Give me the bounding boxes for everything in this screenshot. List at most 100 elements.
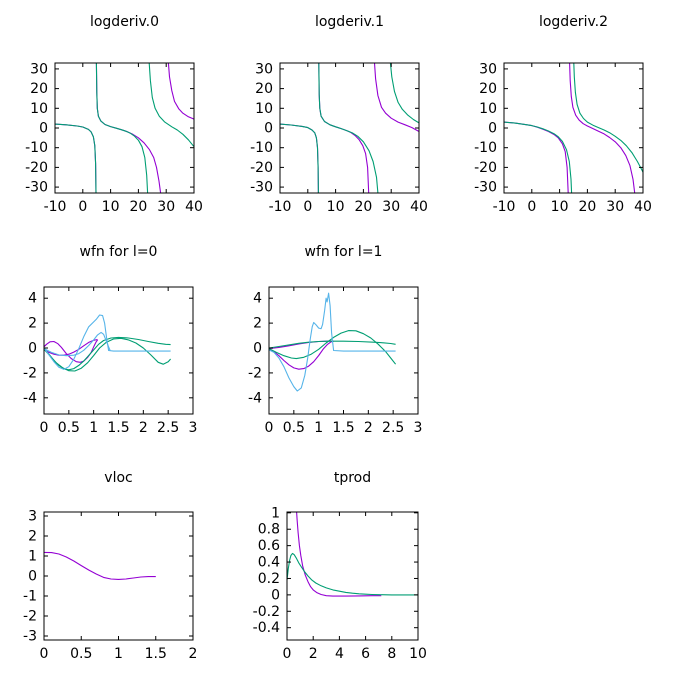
x-tick-label: 2 bbox=[189, 646, 198, 662]
curve-purple-curve bbox=[569, 63, 636, 193]
x-tick-label: 1 bbox=[89, 420, 98, 436]
x-tick-label: 0 bbox=[303, 199, 312, 215]
curve-teal-curve bbox=[55, 123, 97, 193]
y-tick-label: 2 bbox=[253, 316, 262, 332]
y-tick-label: 10 bbox=[255, 101, 273, 117]
plot-title: tprod bbox=[334, 470, 371, 486]
curve-teal-curve bbox=[95, 63, 149, 193]
curve-purple-curve bbox=[55, 123, 97, 193]
y-tick-label: 0.8 bbox=[258, 522, 280, 538]
x-tick-label: 1 bbox=[314, 420, 323, 436]
y-tick-label: -4 bbox=[248, 390, 262, 406]
y-tick-label: -30 bbox=[474, 180, 497, 196]
x-tick-label: 40 bbox=[634, 199, 652, 215]
y-tick-label: -10 bbox=[250, 140, 273, 156]
y-tick-label: 2 bbox=[28, 316, 37, 332]
y-tick-label: 20 bbox=[479, 81, 497, 97]
x-tick-label: 2 bbox=[364, 420, 373, 436]
x-tick-label: 30 bbox=[157, 199, 175, 215]
x-tick-label: 30 bbox=[606, 199, 624, 215]
y-tick-label: -2 bbox=[248, 365, 262, 381]
y-tick-label: 0 bbox=[28, 341, 37, 357]
curve-purple-ae bbox=[269, 340, 334, 370]
y-tick-label: 4 bbox=[28, 291, 37, 307]
x-tick-label: 0.5 bbox=[58, 420, 80, 436]
curve-teal-curve bbox=[389, 63, 419, 124]
x-tick-label: 10 bbox=[551, 199, 569, 215]
y-tick-label: -20 bbox=[25, 160, 48, 176]
y-tick-label: 1 bbox=[28, 549, 37, 565]
x-tick-label: 2.5 bbox=[382, 420, 404, 436]
y-tick-label: -2 bbox=[23, 609, 37, 625]
y-tick-label: 20 bbox=[30, 81, 48, 97]
plot-box bbox=[503, 62, 644, 194]
x-tick-label: 8 bbox=[387, 646, 396, 662]
y-tick-label: -4 bbox=[23, 390, 37, 406]
x-tick-label: 0 bbox=[40, 420, 49, 436]
x-tick-label: 0 bbox=[265, 420, 274, 436]
curve-skyblue-1 bbox=[44, 314, 171, 370]
x-tick-label: 1.5 bbox=[332, 420, 354, 436]
x-tick-label: 30 bbox=[382, 199, 400, 215]
curve-teal-1 bbox=[269, 330, 397, 365]
y-tick-label: 2 bbox=[28, 529, 37, 545]
x-tick-label: 20 bbox=[129, 199, 147, 215]
x-tick-label: -10 bbox=[493, 199, 516, 215]
y-tick-label: 0 bbox=[253, 341, 262, 357]
y-tick-label: 30 bbox=[479, 61, 497, 77]
y-tick-label: 10 bbox=[30, 101, 48, 117]
curve-teal-tprod bbox=[287, 552, 418, 596]
x-tick-label: 1 bbox=[114, 646, 123, 662]
y-tick-label: -1 bbox=[23, 589, 37, 605]
y-tick-label: 4 bbox=[253, 291, 262, 307]
y-tick-label: -30 bbox=[250, 180, 273, 196]
curve-purple-curve bbox=[167, 63, 194, 120]
plot-title: logderiv.1 bbox=[315, 14, 384, 30]
x-tick-label: 0.5 bbox=[283, 420, 305, 436]
curve-teal-2 bbox=[269, 340, 396, 349]
curve-teal-curve bbox=[318, 63, 379, 193]
plot-box bbox=[286, 511, 419, 641]
curve-purple-curve bbox=[318, 63, 370, 193]
curve-skyblue-2 bbox=[44, 331, 111, 357]
x-tick-label: 0 bbox=[40, 646, 49, 662]
x-tick-label: 2.5 bbox=[157, 420, 179, 436]
plot-title: wfn for l=0 bbox=[80, 244, 158, 260]
curve-skyblue-1 bbox=[269, 292, 396, 392]
x-tick-label: -10 bbox=[44, 199, 67, 215]
curve-purple-curve bbox=[373, 63, 419, 132]
plot-title: wfn for l=1 bbox=[305, 244, 383, 260]
x-tick-label: 10 bbox=[102, 199, 120, 215]
y-tick-label: -10 bbox=[25, 140, 48, 156]
y-tick-label: 0 bbox=[39, 121, 48, 137]
x-tick-label: 40 bbox=[410, 199, 428, 215]
x-tick-label: 4 bbox=[335, 646, 344, 662]
x-tick-label: 0 bbox=[78, 199, 87, 215]
y-tick-label: 0 bbox=[264, 121, 273, 137]
plot-box bbox=[43, 511, 194, 641]
plot-box bbox=[268, 286, 419, 415]
y-tick-label: -0.2 bbox=[253, 604, 280, 620]
y-tick-label: 0.4 bbox=[258, 555, 280, 571]
y-tick-label: 1 bbox=[271, 505, 280, 521]
x-tick-label: 20 bbox=[354, 199, 372, 215]
x-tick-label: 3 bbox=[414, 420, 423, 436]
x-tick-label: 40 bbox=[185, 199, 203, 215]
curve-purple-vloc bbox=[44, 551, 156, 580]
y-tick-label: 20 bbox=[255, 81, 273, 97]
y-tick-label: 0 bbox=[271, 587, 280, 603]
x-tick-label: 10 bbox=[327, 199, 345, 215]
y-tick-label: 30 bbox=[30, 61, 48, 77]
y-tick-label: -10 bbox=[474, 140, 497, 156]
y-tick-label: 10 bbox=[479, 101, 497, 117]
y-tick-label: -0.4 bbox=[253, 620, 280, 636]
curve-purple-curve bbox=[504, 121, 569, 193]
curve-teal-curve bbox=[280, 123, 319, 193]
x-tick-label: 2 bbox=[139, 420, 148, 436]
y-tick-label: -20 bbox=[474, 160, 497, 176]
curve-purple-tprod bbox=[296, 512, 382, 597]
plot-box bbox=[43, 286, 194, 415]
y-tick-label: 30 bbox=[255, 61, 273, 77]
